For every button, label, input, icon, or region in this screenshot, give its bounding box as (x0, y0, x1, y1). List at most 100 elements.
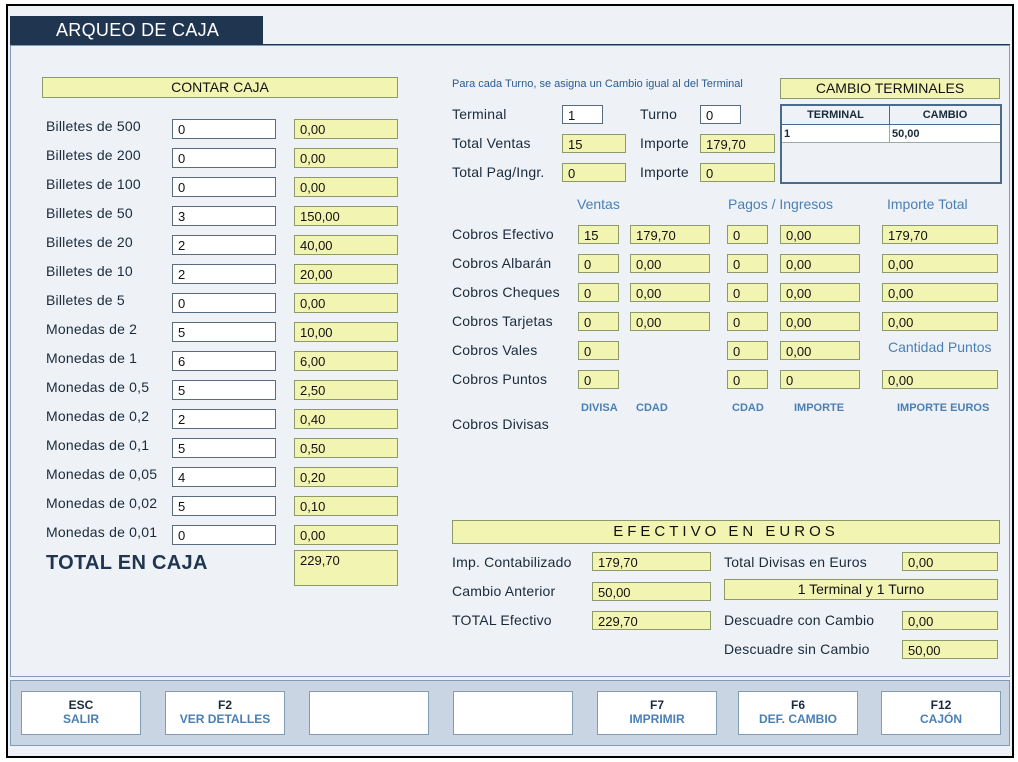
ventas-count: 0 (578, 254, 619, 273)
f7-key-label: F7 (649, 698, 664, 712)
ventas-count: 15 (578, 225, 619, 244)
denomination-qty-input[interactable]: 5 (172, 438, 276, 458)
ventas-column-header: Ventas (577, 196, 620, 212)
total-en-caja-value: 229,70 (294, 550, 398, 586)
cajon-label: CAJÓN (919, 712, 962, 726)
table-cell-cambio[interactable]: 50,00 (890, 125, 1000, 143)
denomination-qty-input[interactable]: 3 (172, 206, 276, 226)
denomination-qty-input[interactable]: 0 (172, 177, 276, 197)
pagos-importe: 0 (780, 370, 860, 389)
total-divisas-label: Total Divisas en Euros (724, 554, 867, 570)
denomination-qty-input[interactable]: 0 (172, 525, 276, 545)
total-divisas-value: 0,00 (902, 552, 998, 571)
cambio-terminales-table: TERMINAL CAMBIO 1 50,00 (780, 104, 1002, 184)
f2-ver-detalles-button[interactable]: F2 VER DETALLES (165, 691, 285, 735)
denomination-label: Monedas de 0,2 (46, 408, 150, 424)
denomination-qty-input[interactable]: 5 (172, 380, 276, 400)
cambio-terminales-header: CAMBIO TERMINALES (780, 78, 1000, 99)
denomination-qty-input[interactable]: 0 (172, 119, 276, 139)
cobros-divisas-label: Cobros Divisas (452, 416, 549, 432)
salir-label: SALIR (63, 712, 99, 726)
cdad-col-header-2: CDAD (732, 402, 764, 414)
cobro-label: Cobros Puntos (452, 371, 548, 387)
efectivo-header: EFECTIVO EN EUROS (452, 520, 1000, 544)
denomination-label: Monedas de 0,01 (46, 524, 158, 540)
denomination-amount: 0,40 (294, 409, 398, 429)
ventas-count: 0 (578, 341, 619, 360)
denomination-amount: 150,00 (294, 206, 398, 226)
denomination-qty-input[interactable]: 6 (172, 351, 276, 371)
f2-key-label: F2 (217, 698, 232, 712)
denomination-label: Billetes de 5 (46, 292, 125, 308)
cantidad-puntos-header: Cantidad Puntos (888, 339, 992, 355)
ventas-importe: 179,70 (630, 225, 710, 244)
denomination-qty-input[interactable]: 4 (172, 467, 276, 487)
importe-total: 0,00 (882, 283, 998, 302)
cobro-label: Cobros Efectivo (452, 226, 554, 242)
denomination-amount: 6,00 (294, 351, 398, 371)
descuadre-con-cambio-value: 0,00 (902, 611, 998, 630)
table-header-terminal: TERMINAL (782, 106, 890, 125)
denomination-label: Monedas de 0,02 (46, 495, 158, 511)
ventas-importe: 0,00 (630, 254, 710, 273)
denomination-qty-input[interactable]: 0 (172, 293, 276, 313)
descuadre-sin-cambio-label: Descuadre sin Cambio (724, 641, 870, 657)
denomination-qty-input[interactable]: 2 (172, 264, 276, 284)
pagos-count: 0 (727, 312, 768, 331)
divisa-col-header: DIVISA (581, 402, 618, 414)
denomination-qty-input[interactable]: 2 (172, 409, 276, 429)
denomination-amount: 10,00 (294, 322, 398, 342)
cambio-note: Para cada Turno, se asigna un Cambio igu… (452, 78, 743, 90)
f6-def-cambio-button[interactable]: F6 DEF. CAMBIO (738, 691, 858, 735)
importe-total: 0,00 (882, 312, 998, 331)
total-ventas-value: 15 (562, 134, 626, 153)
terminal-field[interactable]: 1 (562, 105, 603, 124)
turno-label: Turno (640, 106, 678, 122)
ventas-count: 0 (578, 312, 619, 331)
esc-salir-button[interactable]: ESC SALIR (21, 691, 141, 735)
turno-field[interactable]: 0 (700, 105, 741, 124)
denomination-label: Monedas de 0,1 (46, 437, 150, 453)
f12-cajon-button[interactable]: F12 CAJÓN (881, 691, 1001, 735)
denomination-qty-input[interactable]: 5 (172, 322, 276, 342)
denomination-amount: 0,20 (294, 467, 398, 487)
function-key-bar: ESC SALIR F2 VER DETALLES F7 IMPRIMIR F6 DEF… (10, 680, 1010, 746)
empty-button-1[interactable] (309, 691, 429, 735)
pagos-importe: 0,00 (780, 254, 860, 273)
pagos-count: 0 (727, 370, 768, 389)
denomination-qty-input[interactable]: 5 (172, 496, 276, 516)
importe-col-header: IMPORTE (794, 402, 845, 414)
f12-key-label: F12 (930, 698, 952, 712)
pagos-count: 0 (727, 254, 768, 273)
terminal-turno-badge: 1 Terminal y 1 Turno (724, 579, 998, 600)
pagos-importe: 0,00 (780, 312, 860, 331)
denomination-amount: 40,00 (294, 235, 398, 255)
importe-pag-label: Importe (640, 164, 689, 180)
denomination-label: Monedas de 1 (46, 350, 138, 366)
cambio-anterior-label: Cambio Anterior (452, 583, 556, 599)
ventas-count: 0 (578, 283, 619, 302)
denomination-qty-input[interactable]: 2 (172, 235, 276, 255)
importe-total: 0,00 (882, 370, 998, 389)
def-cambio-label: DEF. CAMBIO (759, 712, 837, 726)
table-header-cambio: CAMBIO (890, 106, 1000, 125)
cdad-col-header-1: CDAD (636, 402, 668, 414)
imp-contabilizado-value: 179,70 (592, 552, 711, 571)
f7-imprimir-button[interactable]: F7 IMPRIMIR (597, 691, 717, 735)
table-cell-terminal[interactable]: 1 (782, 125, 890, 143)
contar-caja-header: CONTAR CAJA (42, 77, 398, 98)
denomination-amount: 0,00 (294, 119, 398, 139)
denomination-amount: 2,50 (294, 380, 398, 400)
pagos-importe: 0,00 (780, 225, 860, 244)
pagos-importe: 0,00 (780, 341, 860, 360)
denomination-qty-input[interactable]: 0 (172, 148, 276, 168)
total-pag-label: Total Pag/Ingr. (452, 164, 545, 180)
denomination-amount: 0,10 (294, 496, 398, 516)
total-en-caja-label: TOTAL EN CAJA (46, 552, 208, 574)
importe-total: 179,70 (882, 225, 998, 244)
pagos-importe: 0,00 (780, 283, 860, 302)
total-pag-value: 0 (562, 163, 626, 182)
empty-button-2[interactable] (453, 691, 573, 735)
cobro-label: Cobros Cheques (452, 284, 560, 300)
total-efectivo-label: TOTAL Efectivo (452, 612, 552, 628)
